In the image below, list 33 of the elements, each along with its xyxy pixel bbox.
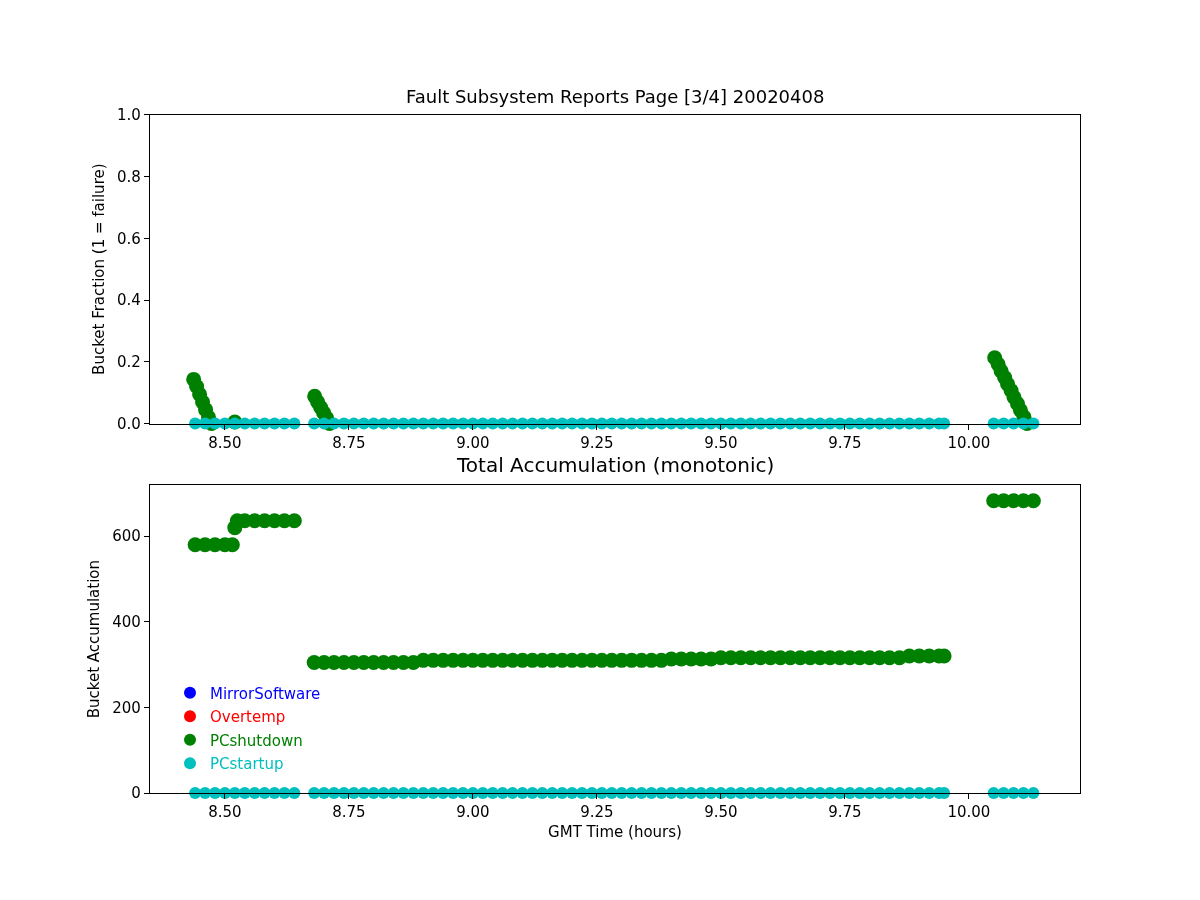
y-tick-label: 600 <box>112 527 141 546</box>
y-tick-label: 0.4 <box>117 291 141 310</box>
x-tick-label: 9.50 <box>704 433 738 452</box>
x-tick-label: 9.75 <box>828 433 862 452</box>
y-tick-label: 200 <box>112 698 141 717</box>
x-tick-label: 9.25 <box>580 433 614 452</box>
y-tick-label: 0.8 <box>117 167 141 186</box>
x-tick-label: 10.00 <box>947 803 991 822</box>
legend-label: Overtemp <box>210 708 286 727</box>
chart-title: Fault Subsystem Reports Page [3/4] 20020408 <box>406 86 825 107</box>
x-tick-label: 8.50 <box>208 803 242 822</box>
chart-title: Total Accumulation (monotonic) <box>456 453 775 477</box>
y-tick-label: 400 <box>112 613 141 632</box>
y-tick-label: 0 <box>131 784 141 803</box>
y-tick-label: 0.2 <box>117 353 141 372</box>
legend-label: MirrorSoftware <box>210 684 321 703</box>
x-tick-label: 8.75 <box>332 433 366 452</box>
y-tick-label: 0.0 <box>117 414 141 433</box>
x-tick-label: 9.00 <box>456 433 490 452</box>
x-tick-label: 9.00 <box>456 803 490 822</box>
y-tick-label: 1.0 <box>117 106 141 125</box>
x-axis-title: GMT Time (hours) <box>548 823 682 842</box>
legend-label: PCshutdown <box>210 731 303 750</box>
x-tick-label: 9.50 <box>704 803 738 822</box>
y-axis-title: Bucket Fraction (1 = failure) <box>90 163 109 375</box>
x-tick-label: 8.75 <box>332 803 366 822</box>
legend-label: PCstartup <box>210 755 284 774</box>
x-tick-label: 9.75 <box>828 803 862 822</box>
x-tick-label: 9.25 <box>580 803 614 822</box>
y-axis-title: Bucket Accumulation <box>85 559 104 719</box>
x-tick-label: 10.00 <box>947 433 991 452</box>
x-tick-label: 8.50 <box>208 433 242 452</box>
y-tick-label: 0.6 <box>117 229 141 248</box>
